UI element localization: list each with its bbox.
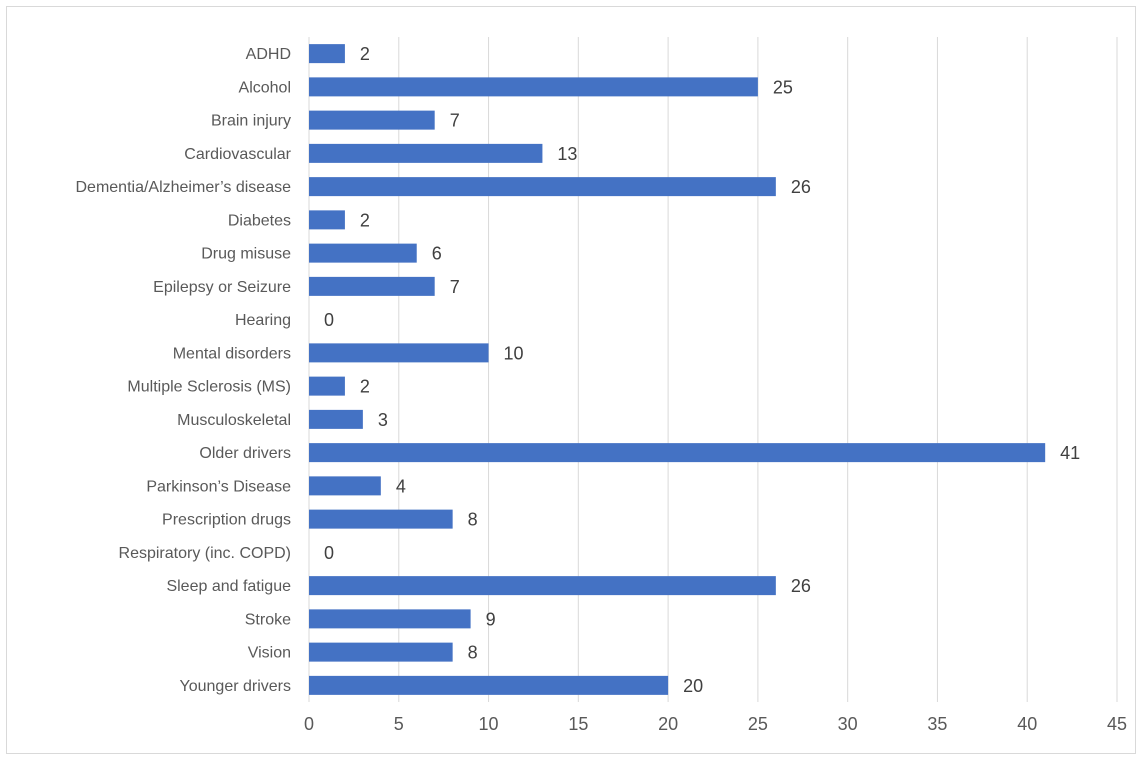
x-tick-label: 20 [658, 714, 678, 734]
data-label: 26 [791, 576, 811, 596]
bar [309, 509, 453, 529]
chart-frame: ADHD Alcohol Brain injury Cardiovascular Dem… [6, 6, 1136, 754]
x-tick-label: 25 [748, 714, 768, 734]
bar [309, 77, 758, 97]
bar [309, 110, 435, 130]
data-label: 26 [791, 177, 811, 197]
bar [309, 177, 776, 197]
category-label: Sleep and fatigue [166, 578, 291, 595]
x-tick-label: 0 [304, 714, 314, 734]
x-tick-label: 40 [1017, 714, 1037, 734]
category-label-layer: ADHD Alcohol Brain injury Cardiovascular Dem… [75, 46, 291, 695]
data-label: 2 [360, 377, 370, 397]
category-label: ADHD [246, 46, 291, 63]
category-label: Parkinson’s Disease [146, 478, 291, 495]
data-label: 9 [486, 609, 496, 629]
bar [309, 343, 489, 363]
category-label: Cardiovascular [184, 146, 291, 163]
bar [309, 243, 417, 263]
data-label: 2 [360, 210, 370, 230]
data-label: 8 [468, 643, 478, 663]
category-label: Prescription drugs [162, 512, 291, 529]
bar [309, 609, 471, 629]
grid-layer [308, 37, 1118, 702]
data-label: 4 [396, 476, 406, 496]
x-tick-label: 15 [568, 714, 588, 734]
x-tick-label: 45 [1107, 714, 1127, 734]
data-label: 7 [450, 111, 460, 131]
category-label: Hearing [235, 312, 291, 329]
x-tick-label: 10 [479, 714, 499, 734]
category-label: Older drivers [199, 445, 291, 462]
data-label: 8 [468, 510, 478, 530]
category-label: Multiple Sclerosis (MS) [127, 379, 291, 396]
category-label: Epilepsy or Seizure [153, 279, 291, 296]
data-label: 20 [683, 676, 703, 696]
data-label: 2 [360, 44, 370, 64]
data-label: 0 [324, 543, 334, 563]
category-label: Alcohol [239, 79, 291, 96]
data-label: 41 [1060, 443, 1080, 463]
data-label: 25 [773, 77, 793, 97]
category-label: Musculoskeletal [177, 412, 291, 429]
category-label: Drug misuse [201, 246, 291, 263]
category-label: Brain injury [211, 113, 291, 130]
category-label: Dementia/Alzheimer’s disease [75, 179, 291, 196]
tick-label-layer: 0 5 10 15 20 25 30 35 40 45 [304, 714, 1127, 734]
data-label: 7 [450, 277, 460, 297]
bar [309, 44, 345, 64]
bar-layer [309, 44, 1046, 695]
bar [309, 276, 435, 296]
data-label: 6 [432, 244, 442, 264]
bar [309, 210, 345, 230]
category-label: Stroke [245, 611, 291, 628]
bar [309, 642, 453, 662]
x-tick-label: 35 [927, 714, 947, 734]
bar [309, 409, 363, 429]
data-label: 10 [504, 343, 524, 363]
bar [309, 576, 776, 596]
category-label: Vision [248, 645, 291, 662]
bar [309, 476, 381, 496]
bar [309, 443, 1046, 463]
bar [309, 376, 345, 396]
data-label: 0 [324, 310, 334, 330]
category-label: Diabetes [228, 212, 291, 229]
data-label: 13 [557, 144, 577, 164]
bar [309, 143, 543, 163]
category-label: Respiratory (inc. COPD) [119, 545, 291, 562]
bar [309, 675, 669, 695]
x-tick-label: 30 [838, 714, 858, 734]
horizontal-bar-chart: ADHD Alcohol Brain injury Cardiovascular Dem… [75, 37, 1127, 734]
category-label: Mental disorders [173, 345, 291, 362]
x-tick-label: 5 [394, 714, 404, 734]
category-label: Younger drivers [180, 678, 291, 695]
data-label: 3 [378, 410, 388, 430]
